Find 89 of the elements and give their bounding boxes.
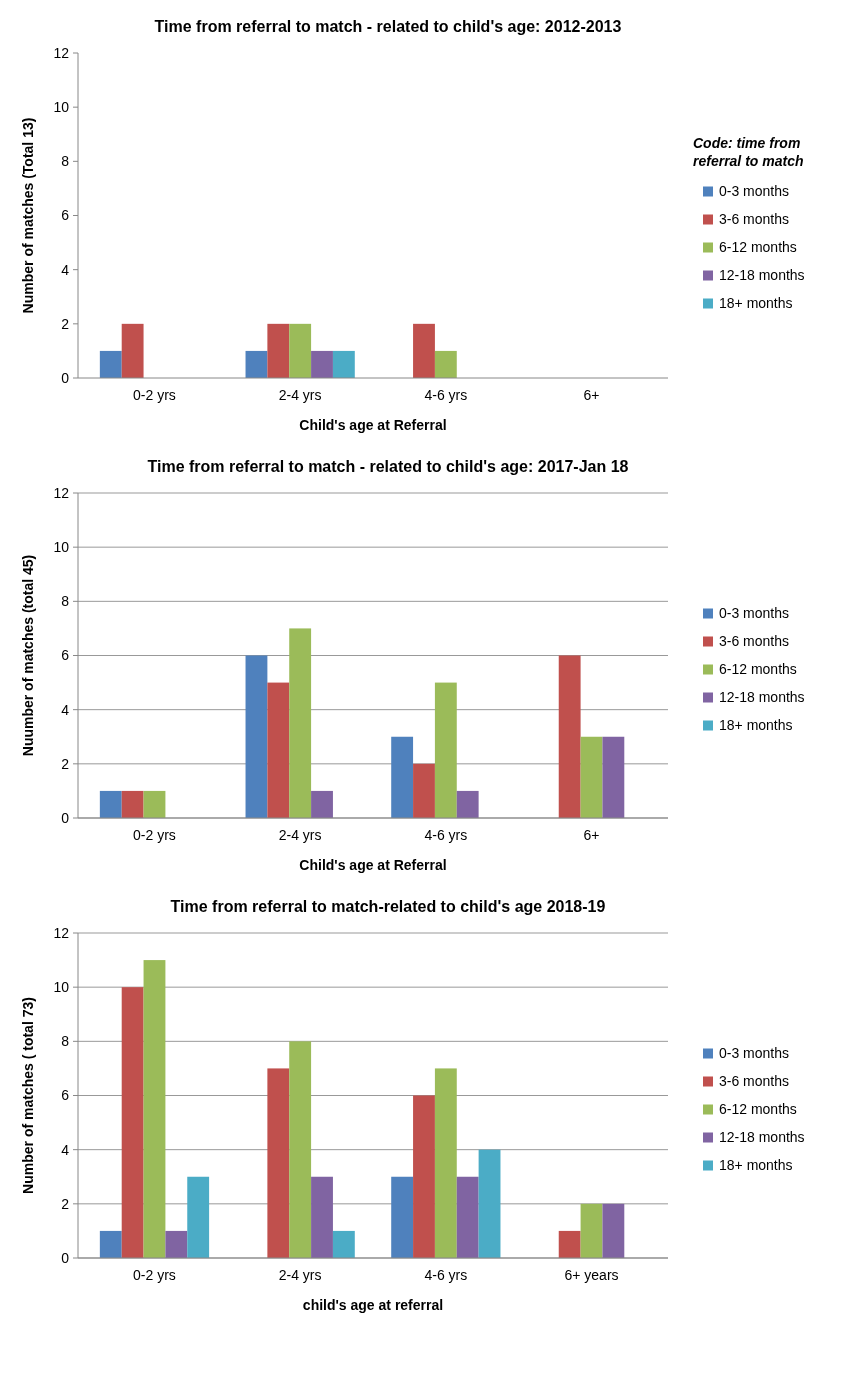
legend-label: 12-18 months: [719, 266, 805, 283]
legend-label: 12-18 months: [719, 1128, 805, 1145]
y-tick-label: 6: [61, 1087, 70, 1104]
y-tick-label: 10: [53, 539, 70, 556]
bar: [413, 763, 435, 818]
x-tick-label: 6+ years: [564, 1267, 619, 1283]
y-axis-title: Number of matches ( total 73): [20, 997, 36, 1194]
x-tick-label: 2-4 yrs: [278, 827, 322, 843]
bar: [121, 790, 144, 818]
legend-label: 18+ months: [719, 1156, 793, 1173]
bar: [456, 790, 479, 818]
x-tick-label: 2-4 yrs: [278, 387, 322, 403]
legend-label: 18+ months: [719, 716, 793, 733]
chart-title: Time from referral to match - related to child's age: 2017-Jan 18: [147, 458, 629, 475]
y-tick-label: 0: [61, 369, 70, 386]
x-tick-label: 2-4 yrs: [278, 1267, 322, 1283]
bar: [267, 1068, 290, 1258]
bar: [332, 1230, 355, 1258]
bar: [580, 1203, 603, 1258]
bar: [478, 1149, 501, 1258]
y-axis-title: Nuumber of matches (total 45): [20, 554, 36, 757]
x-tick-label: 4-6 yrs: [424, 827, 468, 843]
x-axis-title: Child's age at Referral: [299, 857, 447, 873]
y-tick-label: 12: [53, 484, 70, 501]
bar: [289, 1041, 312, 1258]
bar: [434, 682, 457, 818]
y-tick-label: 10: [53, 99, 70, 116]
bar: [187, 1176, 210, 1258]
bar: [289, 628, 312, 818]
chart-title: Time from referral to match - related to child's age: 2012-2013: [154, 18, 622, 35]
y-tick-label: 2: [61, 755, 70, 772]
bar: [602, 736, 625, 818]
x-axis-title: child's age at referral: [302, 1297, 444, 1313]
x-tick-label: 6+: [583, 827, 600, 843]
legend-title: Code: time from referral to match: [693, 134, 804, 169]
y-tick-label: 12: [53, 44, 70, 61]
y-tick-label: 4: [61, 1141, 70, 1158]
legend-label: 6-12 months: [719, 660, 797, 677]
bar: [580, 736, 603, 818]
bar: [391, 1176, 414, 1258]
bar: [165, 1230, 188, 1258]
y-tick-label: 6: [61, 207, 70, 224]
y-tick-label: 8: [61, 1033, 70, 1050]
y-tick-label: 10: [53, 979, 70, 996]
legend-label: 3-6 months: [719, 632, 790, 649]
legend-label: 18+ months: [719, 294, 793, 311]
legend-label: 6-12 months: [719, 1100, 797, 1117]
y-tick-label: 8: [61, 593, 70, 610]
legend-label: 0-3 months: [719, 604, 790, 621]
bar: [602, 1203, 625, 1258]
bar: [267, 682, 290, 818]
bar: [99, 790, 122, 818]
y-tick-label: 0: [61, 1249, 70, 1266]
y-tick-label: 6: [61, 647, 70, 664]
y-tick-label: 8: [61, 153, 70, 170]
legend-label: 0-3 months: [719, 1044, 790, 1061]
legend-label: 12-18 months: [719, 688, 805, 705]
bar: [311, 1176, 333, 1258]
chart-title: Time from referral to match-related to child's age 2018-19: [170, 898, 606, 915]
y-tick-label: 12: [53, 924, 70, 941]
y-tick-label: 4: [61, 261, 70, 278]
y-tick-label: 4: [61, 701, 70, 718]
y-tick-label: 0: [61, 809, 70, 826]
x-tick-label: 6+: [583, 387, 600, 403]
x-tick-label: 4-6 yrs: [424, 387, 468, 403]
bar: [413, 1095, 435, 1258]
bar: [456, 1176, 479, 1258]
bar: [245, 655, 268, 818]
bar: [558, 655, 581, 818]
legend-label: 3-6 months: [719, 1072, 790, 1089]
bar: [121, 987, 144, 1258]
x-tick-label: 0-2 yrs: [133, 827, 176, 843]
x-axis-title: Child's age at Referral: [299, 417, 447, 433]
x-tick-label: 0-2 yrs: [133, 387, 176, 403]
bar: [391, 736, 414, 818]
x-tick-label: 0-2 yrs: [133, 1267, 176, 1283]
bar: [143, 960, 166, 1258]
y-tick-label: 2: [61, 1195, 70, 1212]
bar: [143, 790, 166, 818]
legend-label: 3-6 months: [719, 210, 790, 227]
x-tick-label: 4-6 yrs: [424, 1267, 468, 1283]
legend-label: 6-12 months: [719, 238, 797, 255]
y-axis-title: Number of matches (Total 13): [20, 117, 36, 314]
bar: [311, 790, 333, 818]
bar: [99, 1230, 122, 1258]
bar: [558, 1230, 581, 1258]
bar: [434, 1068, 457, 1258]
y-tick-label: 2: [61, 315, 70, 332]
legend-label: 0-3 months: [719, 182, 790, 199]
